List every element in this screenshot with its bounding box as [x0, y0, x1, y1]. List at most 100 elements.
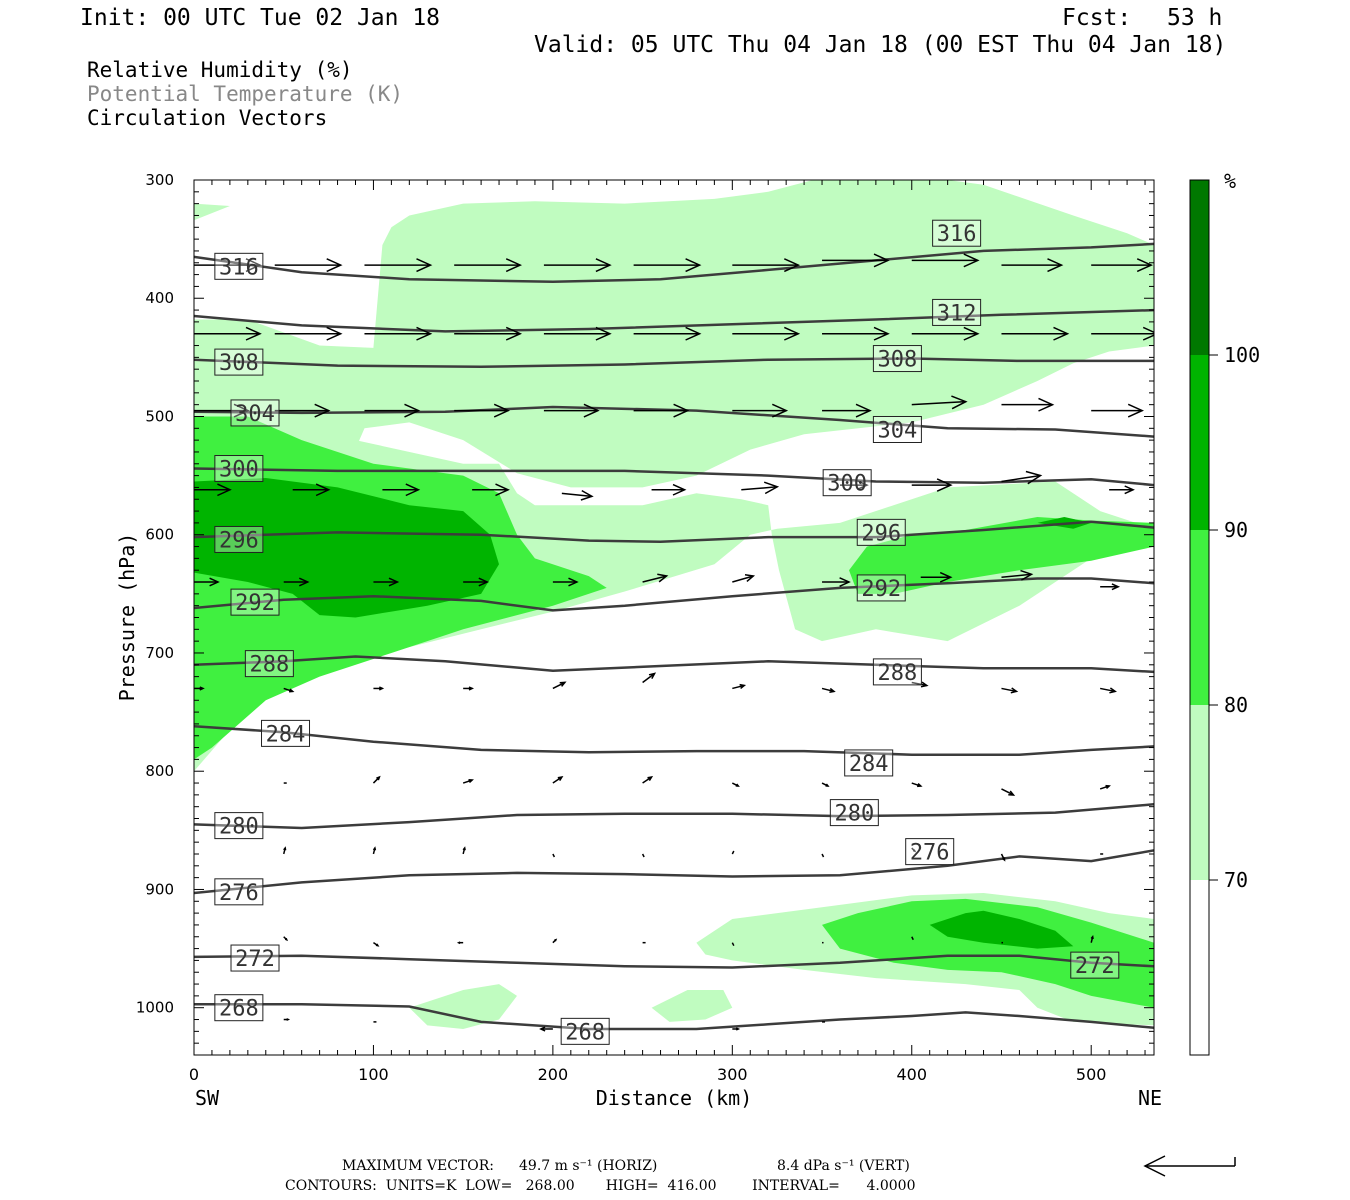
vector-head [1142, 326, 1154, 341]
legend-vectors: Circulation Vectors [87, 106, 328, 130]
x-tick-label-300: 300 [717, 1065, 748, 1084]
contour-label-300: 300 [827, 472, 867, 497]
circulation-vector [552, 681, 567, 690]
x-tick-label-400: 400 [896, 1065, 927, 1084]
contour-label-268: 268 [219, 997, 259, 1022]
circulation-vector [454, 258, 523, 273]
vector-head [495, 483, 510, 497]
x-end-right: NE [1138, 1086, 1162, 1110]
vector-head [286, 1018, 291, 1021]
colorbar-label-70: 70 [1224, 868, 1248, 892]
contour-label-box [214, 812, 264, 840]
contour-label-308: 308 [878, 348, 918, 373]
contour-label-box [214, 252, 264, 280]
contour-label-280: 280 [834, 802, 874, 827]
contour-label-276: 276 [910, 841, 950, 866]
circulation-vector [372, 775, 381, 784]
vector-shaft [641, 853, 645, 858]
contour-label-box [872, 345, 922, 373]
vector-head [468, 778, 474, 784]
rh-region-90-100 [194, 478, 499, 618]
x-end-left: SW [195, 1086, 220, 1110]
contour-label-box [560, 1017, 610, 1045]
vector-shaft [642, 575, 667, 583]
theta-contour-288 [194, 655, 1154, 674]
contour-label-box [214, 878, 264, 906]
vector-shaft [1001, 687, 1017, 693]
vector-head [1010, 687, 1019, 694]
contour-label-layer: 316 316 312 308 308 304 304 300 300 296 296 292 292 2… [214, 219, 1120, 1045]
rh-region-90-100 [929, 910, 1074, 949]
circulation-vector [543, 326, 612, 341]
rh-region-80-90 [849, 517, 1154, 594]
circulation-vector [552, 938, 558, 944]
circulation-vector [821, 687, 836, 694]
theta-contour-276 [194, 849, 1154, 895]
contour-label-box [856, 574, 906, 602]
vector-head [404, 403, 421, 418]
theta-contour-280 [194, 803, 1154, 830]
contour-label-box [261, 719, 311, 747]
circulation-vector [911, 847, 917, 853]
circulation-vector [911, 681, 929, 688]
circulation-vector [732, 574, 756, 583]
vector-head [735, 1027, 741, 1031]
circulation-vector [731, 942, 735, 947]
y-tick-label-500: 500 [145, 407, 174, 425]
contour-label-316: 316 [219, 255, 259, 280]
circulation-vector [642, 573, 669, 583]
circulation-vector [911, 936, 914, 941]
circulation-vector [561, 489, 594, 501]
contour-label-304: 304 [235, 402, 275, 427]
vector-head [739, 683, 747, 689]
y-axis-title: Pressure (hPa) [115, 533, 139, 702]
fcst-label: Fcst: [1062, 5, 1132, 31]
vector-shaft [732, 684, 745, 690]
vector-head [1047, 258, 1064, 273]
vector-head [478, 577, 490, 587]
contour-label-box [932, 219, 982, 247]
circulation-vector [920, 571, 953, 583]
vector-head [416, 258, 433, 273]
contour-label-box [856, 518, 906, 546]
contour-label-300: 300 [219, 458, 259, 483]
vector-head [326, 258, 343, 273]
theta-contour-284 [194, 725, 1154, 756]
contour-label-292: 292 [235, 591, 275, 616]
circulation-vector [822, 253, 890, 268]
colorbar-segment-1 [1190, 705, 1209, 880]
contour-label-292: 292 [861, 577, 901, 602]
vector-head [1136, 258, 1154, 273]
circulation-vector [839, 480, 869, 490]
theta-contour-304 [194, 405, 1154, 438]
vector-shaft [821, 853, 825, 858]
vector-head [936, 478, 953, 492]
rh-region-70-80 [651, 990, 733, 1022]
contour-label-box [230, 588, 280, 616]
vector-head [372, 846, 377, 851]
vector-head [1090, 934, 1094, 940]
circulation-vector [821, 782, 830, 787]
vector-shaft [1100, 687, 1116, 693]
contour-label-box [214, 455, 264, 483]
vector-head [245, 326, 262, 341]
circulation-vector [364, 403, 421, 418]
circulation-vector [463, 577, 490, 587]
vector-head [217, 483, 232, 497]
circulation-vector [821, 853, 825, 858]
circulation-vector [732, 403, 789, 418]
contour-label-308: 308 [219, 351, 259, 376]
circulation-vector [472, 483, 510, 497]
vector-head [233, 403, 250, 418]
legend-theta: Potential Temperature (K) [87, 82, 404, 106]
vector-head [583, 403, 600, 418]
vector-shaft [741, 486, 778, 491]
vector-head [825, 783, 830, 787]
circulation-vector [283, 577, 310, 587]
y-tick-label-900: 900 [145, 880, 174, 898]
vector-head [505, 326, 523, 341]
contour-label-box [244, 650, 294, 678]
colorbar-segment-3 [1190, 355, 1209, 530]
contour-label-box [829, 799, 879, 827]
vector-head [1111, 583, 1121, 591]
